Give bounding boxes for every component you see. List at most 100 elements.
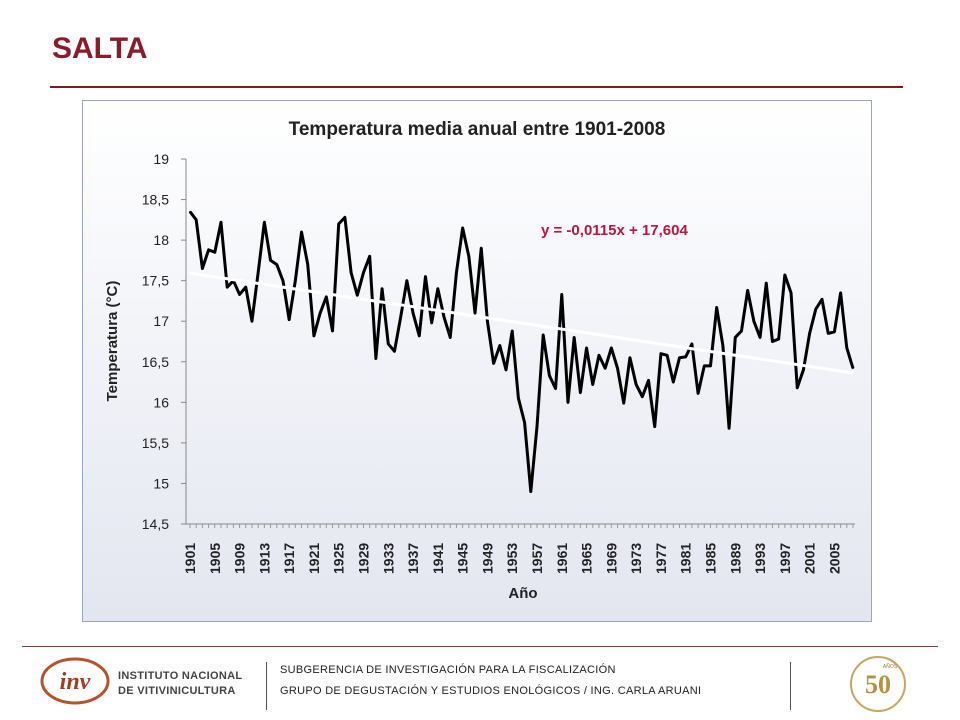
data-point — [548, 374, 551, 377]
data-point — [480, 247, 483, 250]
data-point — [759, 336, 761, 339]
data-point — [542, 334, 544, 336]
data-point — [591, 383, 594, 386]
x-tick-label: 2005 — [826, 543, 842, 574]
org-name-line2: DE VITIVINICULTURA — [118, 685, 236, 697]
data-point — [821, 298, 823, 301]
data-point — [579, 391, 582, 394]
data-point — [833, 330, 836, 333]
data-point — [213, 251, 216, 254]
y-tick-label: 15,5 — [142, 435, 169, 451]
data-point — [715, 306, 718, 309]
data-point — [269, 259, 272, 262]
data-point — [337, 223, 340, 225]
data-point — [678, 356, 681, 359]
y-tick-label: 16 — [153, 394, 169, 410]
data-point — [350, 271, 352, 274]
data-point — [381, 287, 383, 290]
data-point — [585, 347, 588, 349]
data-point — [517, 397, 520, 400]
data-point — [226, 286, 228, 288]
data-point — [449, 336, 452, 339]
data-point — [554, 387, 557, 390]
x-tick-label: 1905 — [207, 543, 223, 574]
data-point — [598, 354, 600, 357]
data-point — [275, 263, 278, 266]
x-tick-label: 1933 — [380, 543, 396, 574]
data-point — [319, 312, 321, 314]
data-point — [238, 293, 241, 296]
data-point — [560, 293, 563, 296]
x-tick-label: 1989 — [727, 543, 743, 574]
data-point — [622, 402, 625, 404]
data-point — [728, 427, 730, 430]
data-point — [846, 347, 848, 349]
data-point — [263, 221, 266, 224]
data-point — [387, 343, 390, 345]
footer-separator-left — [266, 662, 267, 710]
data-point — [189, 210, 191, 213]
data-point — [455, 271, 458, 274]
data-point — [499, 344, 501, 347]
data-point — [505, 369, 507, 371]
data-point — [511, 330, 514, 332]
data-point — [653, 425, 656, 428]
x-axis-ticks: 1901 1905 1909 1913 1917 1921 1925 1929 1933 1937… — [182, 524, 854, 574]
y-tick-label: 19 — [153, 151, 169, 167]
chart-title: Temperatura media anual entre 1901-2008 — [289, 119, 666, 140]
data-point — [306, 263, 309, 266]
data-point — [604, 367, 606, 370]
data-point — [777, 338, 780, 340]
data-point — [839, 292, 842, 294]
title-divider — [50, 86, 903, 88]
data-point — [635, 383, 637, 386]
trendline — [189, 271, 854, 375]
x-tick-label: 1981 — [678, 543, 694, 574]
data-point — [288, 318, 290, 321]
x-tick-label: 1957 — [529, 543, 545, 574]
data-point — [790, 292, 792, 294]
x-tick-label: 1965 — [579, 543, 595, 574]
y-axis-ticks: 14,5 15 15,5 16 16,5 17 17,5 18 18,5 19 — [142, 151, 186, 532]
inv-logo-text: inv — [60, 669, 91, 695]
data-point — [195, 219, 197, 221]
y-tick-label: 16,5 — [142, 354, 169, 370]
data-point — [746, 289, 749, 292]
data-point — [641, 395, 644, 398]
data-point — [796, 386, 799, 389]
data-point — [529, 490, 532, 493]
data-point — [362, 271, 365, 274]
x-tick-label: 1941 — [430, 543, 446, 574]
data-point — [703, 365, 706, 367]
x-tick-label: 1993 — [752, 543, 768, 574]
data-point — [251, 320, 253, 323]
data-point — [753, 320, 755, 323]
data-point — [666, 354, 668, 357]
anniversary-number: 50 — [865, 670, 891, 699]
x-tick-label: 1961 — [554, 543, 570, 574]
data-point — [740, 330, 743, 332]
anniversary-caption: AÑOS — [883, 663, 898, 670]
x-tick-label: 1997 — [777, 543, 793, 574]
data-point — [313, 335, 315, 337]
x-tick-label: 1901 — [182, 543, 198, 574]
x-tick-label: 1969 — [603, 543, 619, 574]
data-point — [629, 356, 631, 359]
data-point — [567, 401, 569, 404]
x-tick-label: 1945 — [455, 543, 471, 574]
data-point — [536, 425, 538, 428]
data-point — [672, 381, 675, 383]
data-point — [771, 340, 774, 343]
data-point — [691, 343, 693, 345]
data-point — [412, 312, 414, 314]
data-point — [684, 356, 687, 358]
x-axis-label: Año — [508, 585, 537, 602]
inv-logo: inv — [40, 657, 110, 705]
y-tick-label: 15 — [153, 475, 169, 491]
data-point — [356, 294, 359, 297]
data-point — [616, 367, 619, 370]
data-point — [406, 279, 408, 282]
data-point — [220, 221, 222, 224]
y-tick-label: 18,5 — [142, 192, 169, 208]
data-point — [294, 279, 297, 282]
